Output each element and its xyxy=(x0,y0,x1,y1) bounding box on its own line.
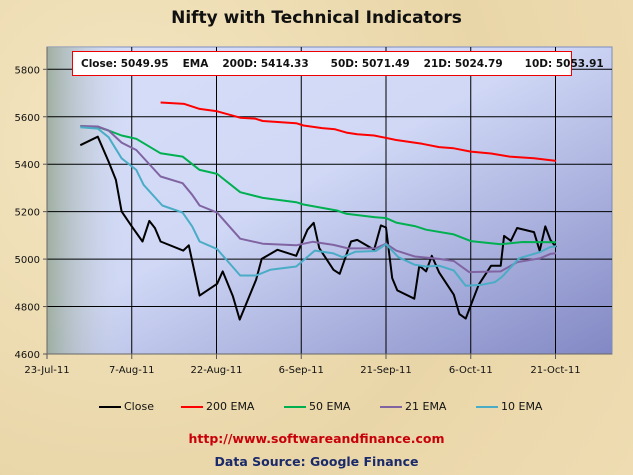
x-tick-label: 22-Aug-11 xyxy=(191,365,243,376)
legend-item-10-ema: 10 EMA xyxy=(476,400,542,413)
series-line-10-ema xyxy=(80,126,557,287)
ema-10d-value: 10D: 5053.91 xyxy=(524,57,604,70)
x-tick-label: 21-Sep-11 xyxy=(360,365,412,376)
ema-21d-value: 21D: 5024.79 xyxy=(423,57,503,70)
plot-area xyxy=(46,46,613,355)
legend-swatch xyxy=(380,405,402,408)
y-tick-label: 4800 xyxy=(15,303,40,314)
y-tick-label: 5200 xyxy=(15,208,40,219)
legend-swatch xyxy=(476,405,498,408)
series-line-close xyxy=(79,135,557,321)
ema-50d-value: 50D: 5071.49 xyxy=(330,57,410,70)
legend: Close 200 EMA 50 EMA 21 EMA 10 EMA xyxy=(0,400,633,416)
legend-swatch xyxy=(181,405,203,408)
x-tick-label: 7-Aug-11 xyxy=(109,365,155,376)
legend-label: 21 EMA xyxy=(405,400,447,413)
website-link[interactable]: http://www.softwareandfinance.com xyxy=(188,431,445,446)
y-tick-label: 5000 xyxy=(15,255,40,266)
x-tick-label: 23-Jul-11 xyxy=(24,365,69,376)
legend-label: 200 EMA xyxy=(206,400,255,413)
data-source: Data Source: Google Finance xyxy=(214,454,419,469)
legend-swatch xyxy=(99,405,121,408)
y-tick-label: 4600 xyxy=(15,350,40,361)
series-line-50-ema xyxy=(80,125,557,246)
legend-item-200-ema: 200 EMA xyxy=(181,400,254,413)
x-tick-label: 6-Sep-11 xyxy=(279,365,324,376)
ema-label: EMA xyxy=(182,57,209,70)
legend-swatch xyxy=(284,405,306,408)
legend-label: 10 EMA xyxy=(501,400,543,413)
latest-values-box: Close: 5049.95 EMA 200D: 5414.33 50D: 50… xyxy=(72,51,604,76)
legend-item-close: Close xyxy=(99,400,154,413)
ema-200d-value: 200D: 5414.33 xyxy=(222,57,309,70)
y-tick-label: 5600 xyxy=(15,113,40,124)
plot-area-shade xyxy=(47,47,132,354)
legend-item-50-ema: 50 EMA xyxy=(284,400,350,413)
y-tick-label: 5800 xyxy=(15,65,40,76)
legend-label: 50 EMA xyxy=(309,400,351,413)
y-tick-label: 5400 xyxy=(15,160,40,171)
series-line-21-ema xyxy=(80,125,557,274)
legend-label: Close xyxy=(124,400,154,413)
series-line-200-ema xyxy=(160,101,557,162)
close-value: Close: 5049.95 xyxy=(81,57,169,70)
chart-title: Nifty with Technical Indicators xyxy=(171,8,462,28)
legend-item-21-ema: 21 EMA xyxy=(380,400,446,413)
x-tick-label: 6-Oct-11 xyxy=(449,365,493,376)
x-tick-label: 21-Oct-11 xyxy=(530,365,580,376)
